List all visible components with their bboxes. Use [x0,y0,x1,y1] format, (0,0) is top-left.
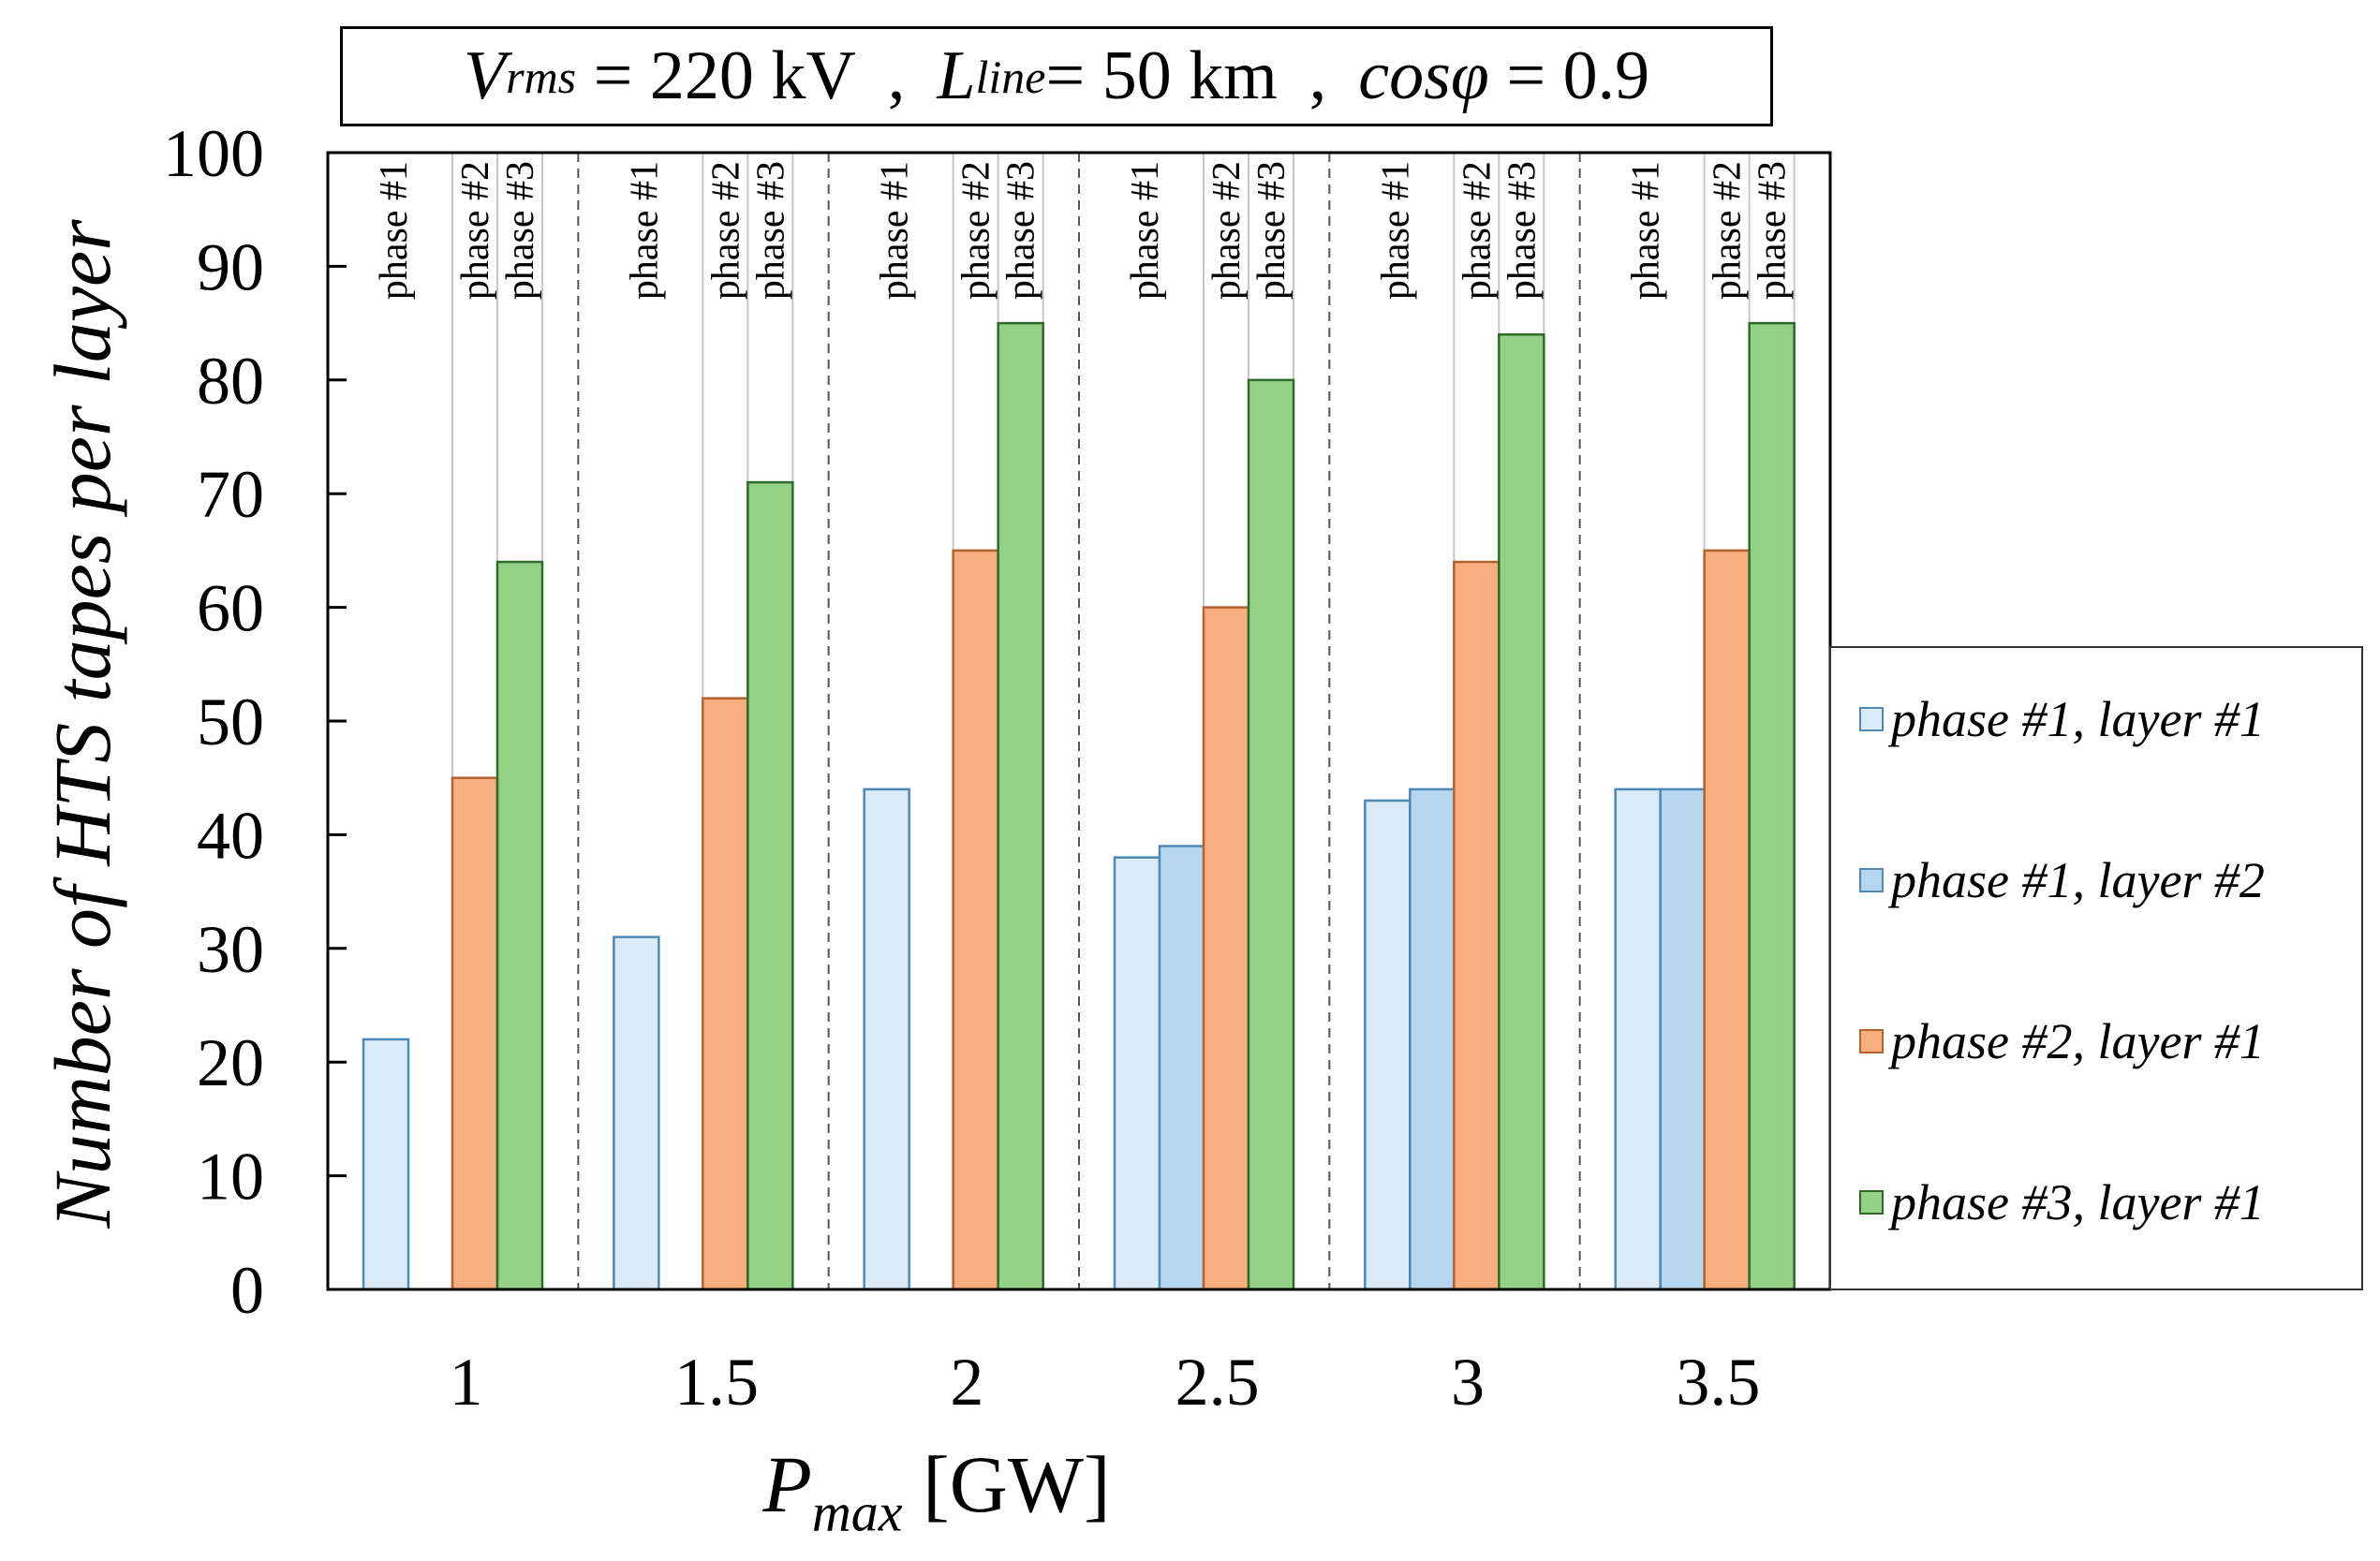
x-axis-subscript: max [811,1481,903,1543]
legend-item-phase2-layer1: phase #2, layer #1 [1859,1013,2265,1069]
x-tick-label: 2 [950,1345,983,1420]
phase-label: phase #1 [623,161,666,300]
x-axis: 1 1.5 2 2.5 3 3.5 [450,1345,1761,1420]
bar-1 [1364,799,1412,1291]
legend-swatch [1859,707,1884,731]
phase-label: phase #2 [454,161,497,300]
phase-label: phase #1 [373,161,416,300]
legend-label: phase #3, layer #1 [1891,1174,2265,1230]
title-l-symbol: L [937,37,976,114]
title-cos-symbol: cosφ [1358,37,1489,114]
legend-swatch [1859,1190,1884,1215]
phase-label: phase #3 [1250,161,1293,300]
bar-4 [997,321,1044,1291]
y-tick-label: 60 [197,571,264,646]
plot-area-frame [326,151,1832,1291]
y-tick-label: 80 [197,344,264,419]
title-length-value: = 50 km [1045,37,1278,114]
phase-label: phase #2 [955,161,998,300]
bar-4 [747,480,794,1291]
bar-1 [863,788,910,1291]
phase-label: phase #2 [1456,161,1499,300]
bar-1 [613,935,660,1291]
bar-4 [495,560,544,1291]
phase-label: phase #1 [1625,161,1668,300]
phase-label: phase #3 [1000,161,1043,300]
bar-2 [1409,788,1456,1291]
x-tick-label: 3.5 [1676,1345,1760,1420]
y-tick-label: 0 [230,1253,264,1328]
legend-label: phase #1, layer #2 [1891,852,2265,908]
bar-3 [702,697,749,1291]
bar-1 [362,1038,410,1291]
phase-label: phase #2 [704,161,747,300]
title-separator: , [1308,37,1327,114]
legend-item-phase1-layer2: phase #1, layer #2 [1859,852,2265,908]
title-v-symbol: V [463,37,507,114]
y-axis: 0 10 20 30 40 50 60 70 80 90 100 [163,116,347,1328]
bar-2 [1659,788,1707,1291]
bar-3 [952,549,999,1291]
phase-label: phase #1 [1124,161,1167,300]
legend-item-phase3-layer1: phase #3, layer #1 [1859,1174,2265,1230]
x-tick-label: 3 [1451,1345,1485,1420]
y-tick-label: 70 [197,457,264,532]
bar-3 [1202,606,1250,1291]
x-axis-unit: [GW] [923,1439,1111,1529]
bar-4 [1748,321,1796,1291]
legend-item-phase1-layer1: phase #1, layer #1 [1859,691,2265,747]
phase-label: phase #3 [1500,161,1544,300]
phase-label: phase #3 [1752,161,1795,300]
title-cos-value: = 0.9 [1506,37,1650,114]
x-tick-label: 2.5 [1175,1345,1260,1420]
bar-3 [1453,560,1500,1291]
title-separator: , [887,37,906,114]
bar-4 [1498,332,1545,1291]
legend-label: phase #1, layer #1 [1891,691,2265,747]
y-tick-label: 50 [197,685,264,759]
phase-label: phase #3 [749,161,792,300]
bar-1 [1614,788,1662,1291]
legend: phase #1, layer #1 phase #1, layer #2 ph… [1829,646,2363,1290]
y-tick-label: 100 [163,116,264,191]
x-tick-label: 1 [450,1345,483,1420]
bar-1 [1113,856,1161,1291]
y-tick-label: 10 [197,1140,264,1215]
legend-swatch [1859,868,1884,892]
bar-3 [1703,549,1751,1291]
x-axis-label: Pmax [GW] [0,1437,1873,1539]
phase-labels: phase #1 phase #2 phase #3 phase #1 phase #2… [373,161,1795,300]
x-axis-symbol: P [762,1439,812,1529]
y-tick-label: 20 [197,1025,264,1100]
y-axis-label: Number of HTS tapes per layer [37,219,127,1229]
bars [362,321,1796,1291]
y-tick-label: 30 [197,912,264,987]
legend-swatch [1859,1029,1884,1053]
phase-label: phase #1 [1374,161,1417,300]
bar-3 [451,776,499,1291]
bar-4 [1247,378,1295,1291]
phase-label: phase #1 [874,161,917,300]
x-tick-label: 1.5 [674,1345,759,1420]
phase-label: phase #2 [1707,161,1750,300]
phase-label: phase #3 [499,161,542,300]
bar-2 [1158,845,1206,1291]
legend-label: phase #2, layer #1 [1891,1013,2265,1069]
y-tick-label: 90 [197,229,264,304]
title-voltage-value: = 220 kV [593,37,856,114]
y-tick-label: 40 [197,798,264,873]
phase-label: phase #2 [1205,161,1249,300]
